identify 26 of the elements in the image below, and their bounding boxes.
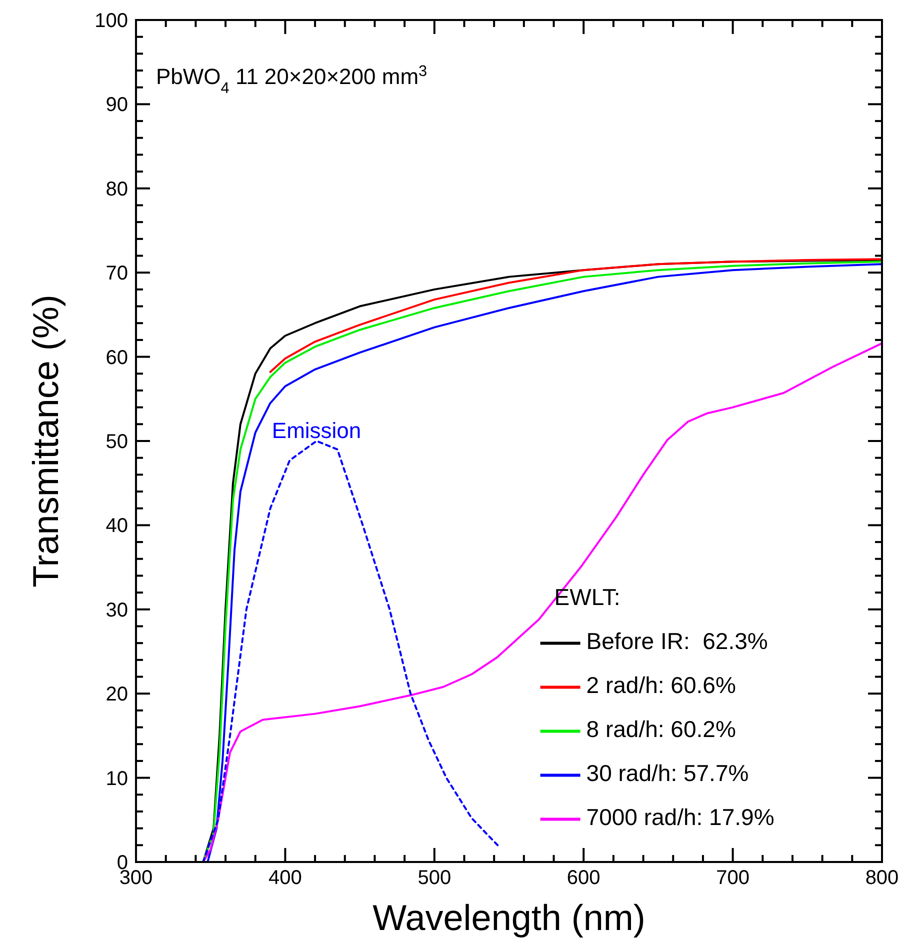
x-tick-label: 400 [268, 867, 302, 889]
x-axis-title: Wavelength (nm) [372, 897, 646, 938]
y-tick-label: 80 [106, 178, 128, 200]
y-tick-label: 100 [94, 10, 128, 32]
y-tick-label: 40 [106, 515, 128, 538]
x-tick-label: 500 [418, 867, 452, 889]
legend-label: 8 rad/h: 60.2% [586, 716, 736, 742]
y-tick-label: 10 [106, 768, 128, 790]
legend-label: Before IR: 62.3% [586, 628, 768, 654]
legend-label: 7000 rad/h: 17.9% [586, 804, 774, 830]
series-label: Emission [272, 418, 362, 443]
y-axis-title: Transmittance (%) [25, 294, 66, 588]
text: PbWO$_{4}$ 11 20×20×200 mm$^{3}$ [156, 62, 428, 96]
y-tick-label: 60 [106, 346, 128, 369]
y-tick-label: 30 [106, 599, 128, 622]
legend-title: EWLT: [554, 584, 620, 610]
y-tick-label: 70 [106, 262, 128, 285]
y-tick-label: 90 [106, 94, 128, 116]
x-tick-label: 600 [566, 867, 600, 889]
legend-label: 2 rad/h: 60.6% [586, 672, 736, 698]
line-series [269, 258, 883, 373]
legend-label: 30 rad/h: 57.7% [586, 760, 749, 786]
y-tick-label: 20 [106, 684, 128, 706]
y-tick-label: 50 [106, 431, 128, 453]
x-tick-label: 700 [716, 867, 750, 889]
x-tick-label: 800 [865, 867, 899, 889]
